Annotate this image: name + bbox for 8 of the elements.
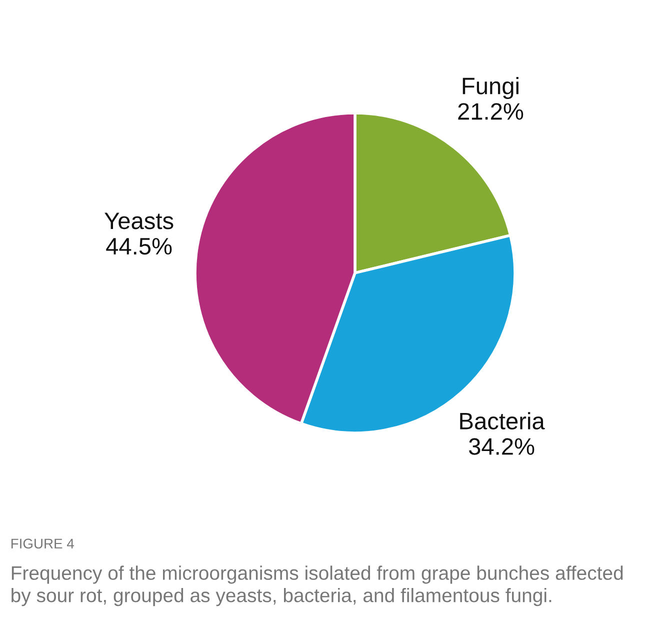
slice-label: Bacteria (460, 412, 545, 430)
text: Frequency of the microorganisms isolated from grape bunches affected by sour rot, grouped as yeasts, bacteria, and filamentous fungi. (12, 566, 623, 606)
data-label: 44.5% (106, 238, 172, 255)
slice-label: Yeasts (104, 212, 174, 230)
data-label: 34.2% (468, 438, 534, 455)
slice-label: Fungi (462, 77, 518, 100)
data-label: 21.2% (458, 103, 524, 120)
caption: FIGURE 4 (11, 538, 74, 549)
